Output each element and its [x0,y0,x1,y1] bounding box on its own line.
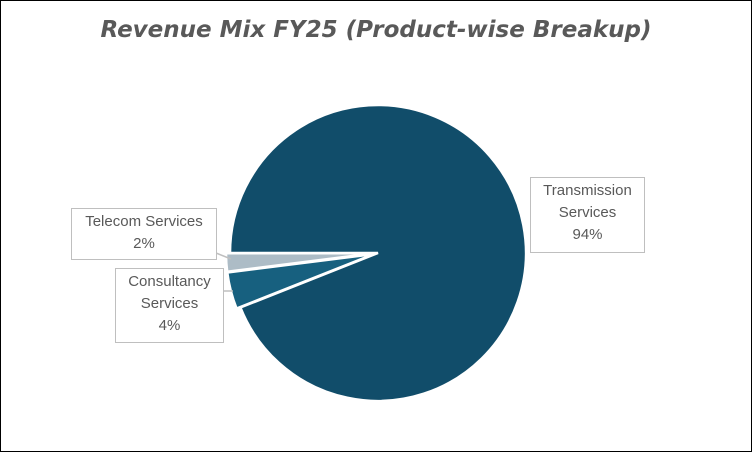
label-value: 2% [133,235,155,252]
chart-title: Revenue Mix FY25 (Product-wise Breakup) [100,17,652,43]
data-label-telecom: Telecom Services 2% [71,208,217,260]
label-name-line1: Consultancy [128,273,211,290]
data-label-consultancy: Consultancy Services 4% [115,268,224,343]
data-label-transmission: Transmission Services 94% [530,177,645,253]
label-value: 4% [158,317,181,334]
pie-slice-telecom-services [224,252,375,274]
label-value: 94% [572,226,603,243]
label-name-line2: Services [558,204,617,221]
label-name-line2: Services [140,295,199,312]
label-name-line1: Transmission [543,182,632,199]
leader-line-telecom [215,252,232,260]
pie-slice-transmission-services [228,103,528,403]
label-name-line1: Telecom Services [85,213,203,230]
